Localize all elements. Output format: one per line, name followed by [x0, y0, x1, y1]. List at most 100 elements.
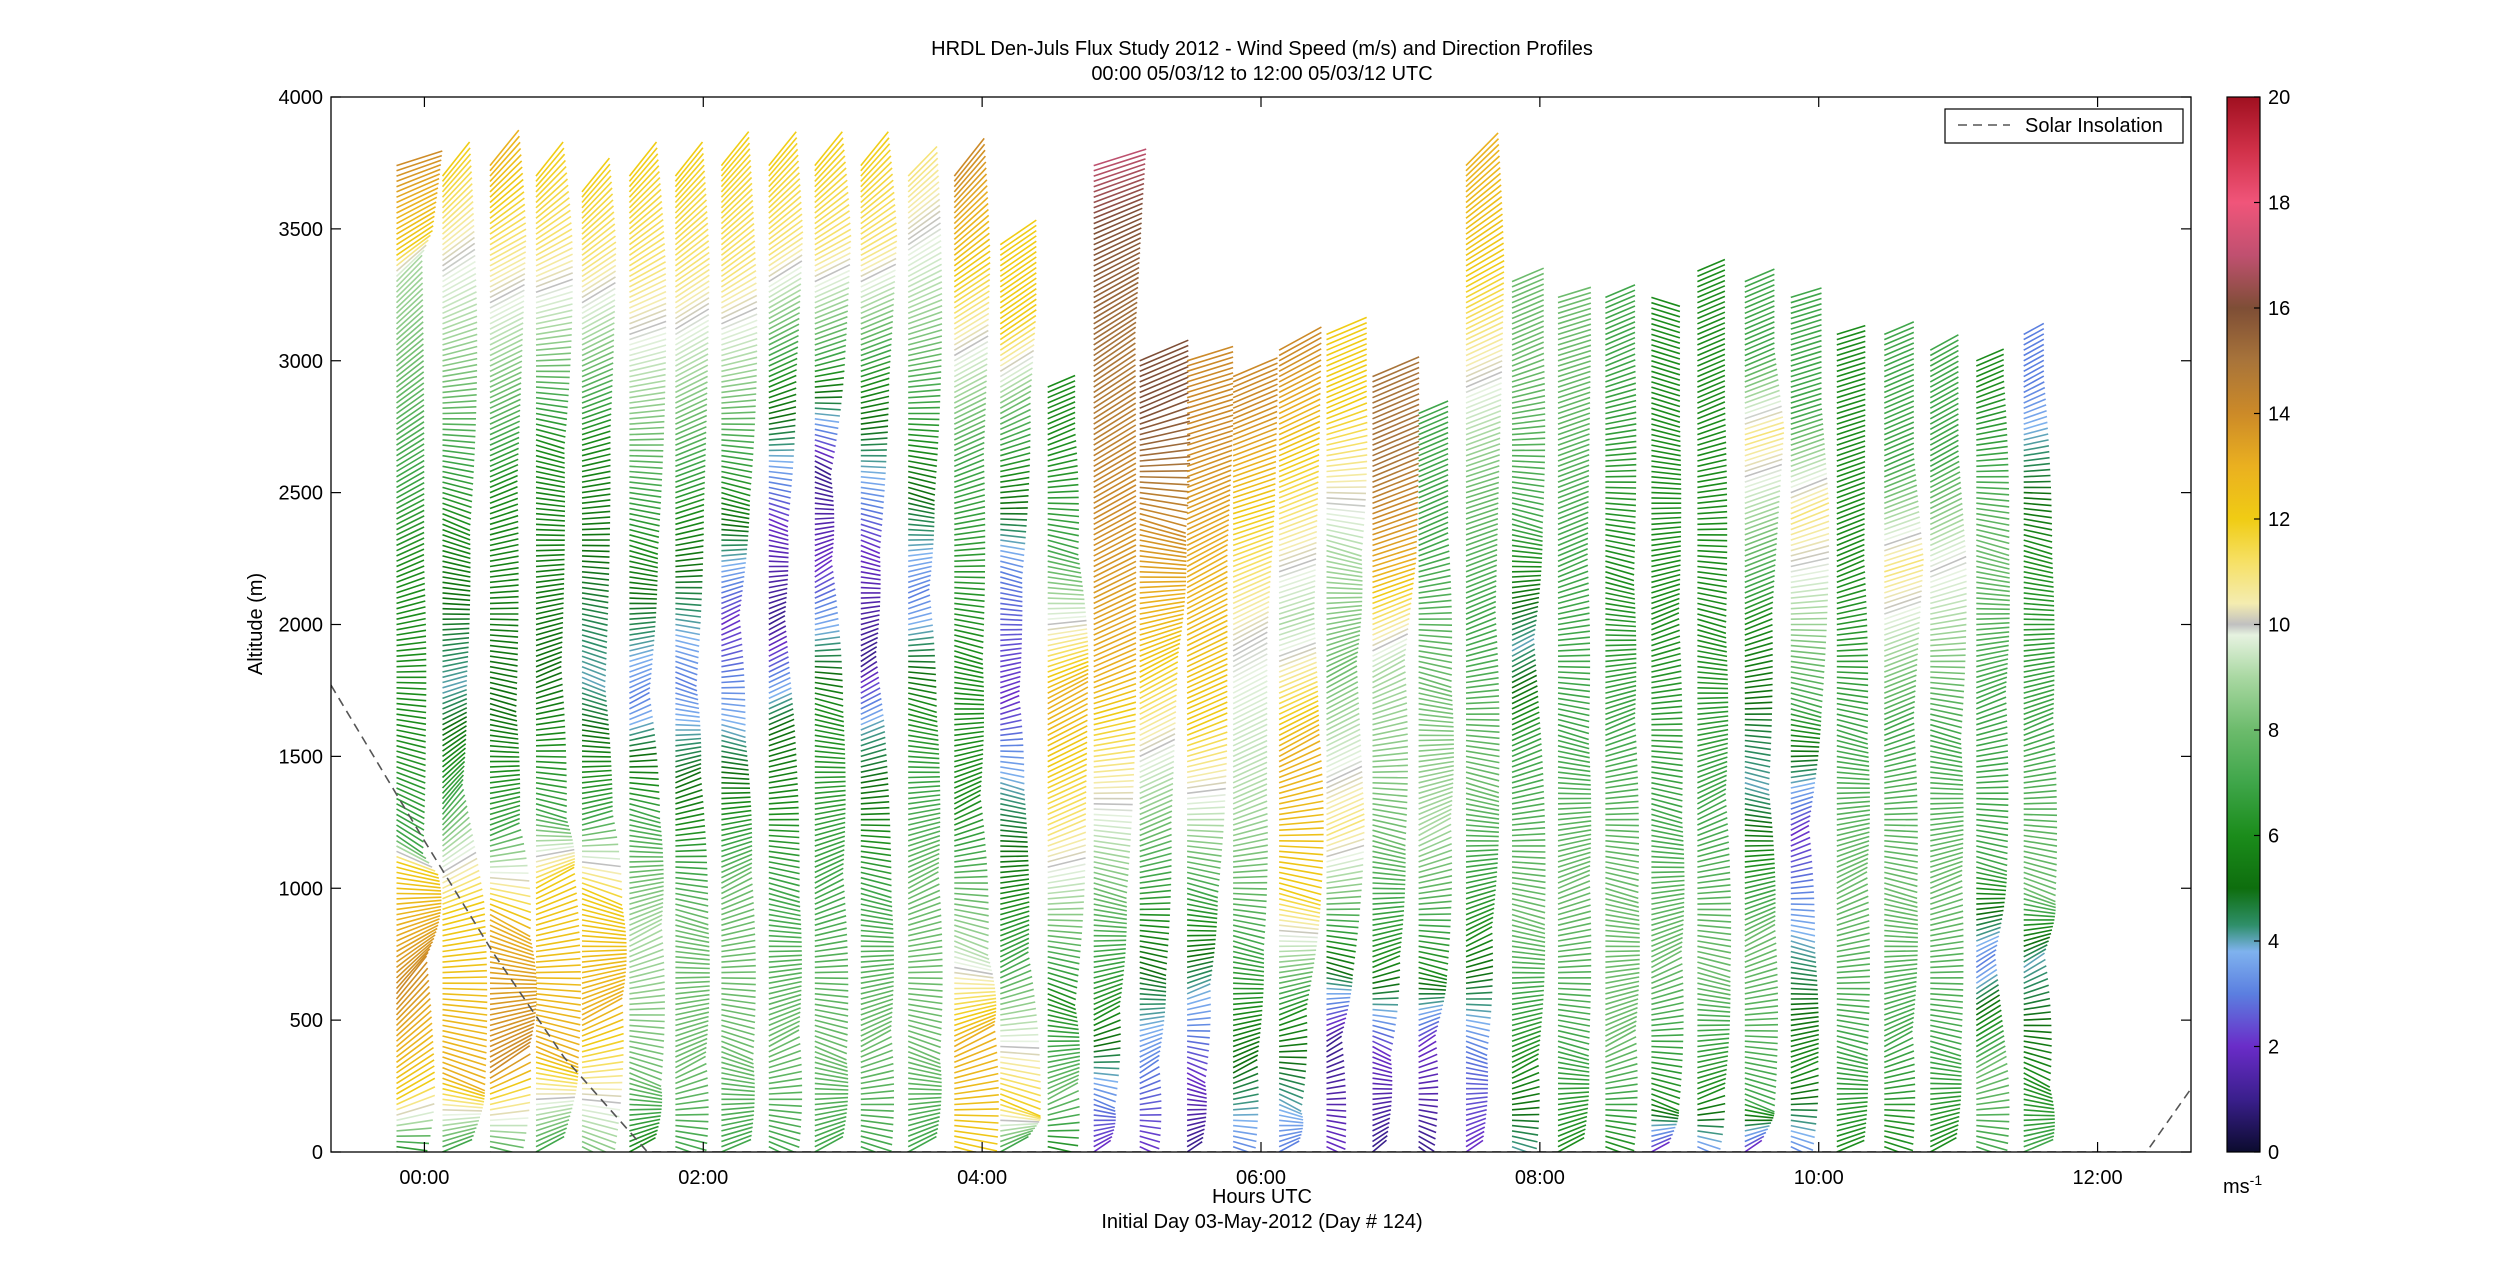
wind-barb	[721, 454, 754, 461]
wind-barb	[396, 905, 442, 916]
wind-barb	[1557, 665, 1591, 669]
wind-barb	[442, 470, 474, 479]
wind-barb	[675, 665, 698, 676]
wind-barb	[814, 1123, 846, 1137]
wind-barb	[489, 1145, 515, 1152]
wind-barb	[768, 1130, 801, 1142]
wind-barb	[489, 209, 526, 235]
wind-barb	[629, 576, 658, 582]
wind-barb	[581, 882, 623, 899]
wind-barb	[908, 766, 940, 769]
wind-barb	[721, 668, 745, 673]
wind-barb	[581, 861, 621, 868]
wind-barb	[489, 469, 519, 483]
wind-barb	[581, 362, 614, 378]
wind-barb	[581, 385, 613, 399]
wind-barb	[581, 713, 609, 721]
wind-barb	[581, 199, 614, 230]
wind-barb	[581, 527, 611, 531]
wind-barb	[396, 1046, 434, 1074]
wind-barb	[721, 1126, 753, 1137]
wind-barb	[396, 697, 427, 702]
wind-barb	[1418, 1151, 1420, 1152]
wind-barb	[675, 692, 699, 701]
wind-barb	[1233, 1113, 1259, 1116]
wind-barb	[814, 1051, 848, 1065]
wind-barb	[721, 1056, 755, 1069]
wind-barb	[629, 703, 652, 715]
wind-barb	[535, 1111, 572, 1122]
wind-barb	[442, 560, 471, 569]
wind-barb	[628, 159, 659, 193]
wind-barb	[768, 887, 800, 899]
wind-barb	[814, 1100, 848, 1106]
wind-barb	[721, 288, 757, 309]
wind-barb	[396, 1086, 436, 1106]
wind-barb	[768, 507, 790, 517]
wind-barb	[768, 1024, 800, 1042]
wind-barb	[814, 812, 846, 821]
wind-barb	[396, 432, 425, 452]
wind-barb	[395, 948, 431, 984]
wind-barb	[721, 491, 751, 503]
wind-barb	[675, 1042, 708, 1058]
wind-barb	[629, 1056, 663, 1068]
wind-barb	[629, 555, 658, 564]
wind-barb	[581, 592, 609, 598]
wind-barb	[675, 1091, 709, 1101]
wind-barb	[675, 515, 705, 526]
wind-barb	[675, 420, 707, 436]
wind-barb	[535, 407, 568, 415]
wind-barb	[581, 304, 616, 325]
wind-barb	[489, 491, 518, 504]
wind-barb	[628, 147, 658, 182]
wind-barb	[675, 336, 709, 357]
wind-barb	[721, 920, 755, 932]
wind-barb	[675, 597, 702, 601]
wind-barb	[768, 898, 801, 908]
wind-barb	[860, 812, 890, 816]
wind-barb	[675, 1130, 708, 1137]
wind-barb	[1372, 997, 1399, 1000]
wind-barb	[628, 212, 664, 241]
wind-barb	[442, 382, 477, 388]
wind-barb	[535, 964, 581, 969]
wind-barb	[396, 582, 426, 594]
wind-barb	[954, 875, 988, 879]
wind-barb	[442, 339, 478, 351]
wind-barb	[442, 627, 470, 631]
wind-barb	[489, 892, 532, 906]
wind-barb	[629, 677, 652, 689]
wind-barb	[768, 866, 800, 875]
wind-barb	[768, 958, 802, 963]
wind-barb	[581, 778, 613, 784]
wind-barb	[814, 687, 844, 695]
wind-barb	[768, 1042, 801, 1058]
wind-barb	[675, 347, 709, 367]
wind-barb	[396, 911, 441, 926]
wind-barb	[581, 975, 626, 990]
wind-barb	[768, 172, 800, 204]
wind-barb	[814, 817, 846, 826]
wind-barb	[489, 1093, 531, 1106]
wind-barb	[629, 491, 662, 498]
wind-barb	[768, 340, 799, 357]
wind-barb	[535, 834, 572, 838]
wind-barb	[581, 745, 611, 749]
wind-barb	[581, 783, 613, 789]
wind-barb	[814, 636, 841, 642]
wind-barb	[721, 411, 756, 415]
wind-barb	[1557, 802, 1592, 805]
wind-barb	[721, 387, 757, 394]
wind-barb	[1326, 913, 1360, 917]
wind-barb	[629, 290, 667, 309]
wind-barb	[1000, 744, 1024, 747]
wind-barb	[814, 1104, 848, 1111]
wind-barb	[395, 1010, 432, 1042]
wind-barb	[721, 439, 755, 444]
wind-barb	[629, 1029, 665, 1036]
wind-barb	[720, 276, 757, 299]
wind-barb	[535, 998, 581, 1006]
wind-barb	[535, 1100, 575, 1106]
wind-barb	[1000, 855, 1029, 858]
